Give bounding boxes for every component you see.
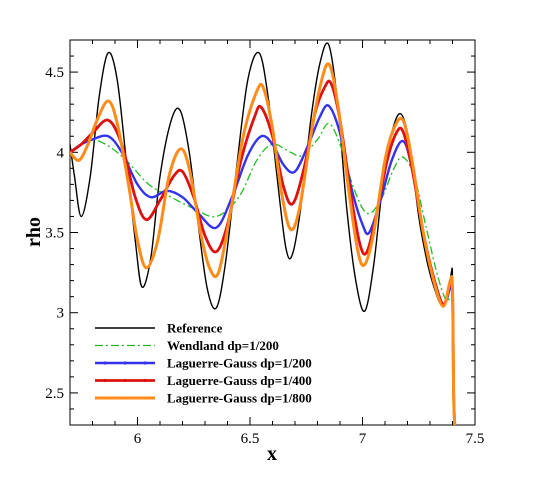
legend-marker xyxy=(123,396,127,400)
legend-label-0: Reference xyxy=(167,321,223,336)
legend-marker xyxy=(103,361,107,365)
legend-label-1: Wendland dp=1/200 xyxy=(167,338,279,353)
x-tick-label: 7.5 xyxy=(466,431,485,447)
y-tick-label: 3 xyxy=(57,306,65,322)
series-lines xyxy=(70,42,457,425)
legend-marker xyxy=(123,378,127,383)
y-tick-label: 3.5 xyxy=(45,226,64,242)
legend: Reference Wendland dp=1/200 Laguerre-Gauss… xyxy=(95,321,312,406)
legend-label-3: Laguerre-Gauss dp=1/400 xyxy=(167,373,312,388)
legend-marker xyxy=(123,361,127,365)
y-tick-label: 2.5 xyxy=(45,386,64,402)
y-axis-title: rho xyxy=(23,217,45,247)
series-line-4 xyxy=(70,62,457,425)
axis-ticks: 6 6.5 7 7.5 2.5 3 3.5 4 4.5 xyxy=(45,39,485,447)
x-axis-title: x xyxy=(267,443,277,465)
y-tick-label: 4.5 xyxy=(45,65,64,81)
x-tick-label: 6.5 xyxy=(241,431,260,447)
legend-marker xyxy=(143,396,147,400)
legend-marker xyxy=(143,361,147,365)
series-line-0 xyxy=(70,42,456,425)
y-tick-label: 4 xyxy=(57,145,65,161)
legend-marker xyxy=(143,378,147,383)
x-tick-label: 6 xyxy=(134,431,142,447)
legend-marker xyxy=(103,378,107,383)
legend-marker xyxy=(103,396,107,400)
legend-label-4: Laguerre-Gauss dp=1/800 xyxy=(167,391,312,406)
series-line-1 xyxy=(70,122,456,425)
legend-label-2: Laguerre-Gauss dp=1/200 xyxy=(167,356,312,371)
x-tick-label: 7 xyxy=(359,431,367,447)
